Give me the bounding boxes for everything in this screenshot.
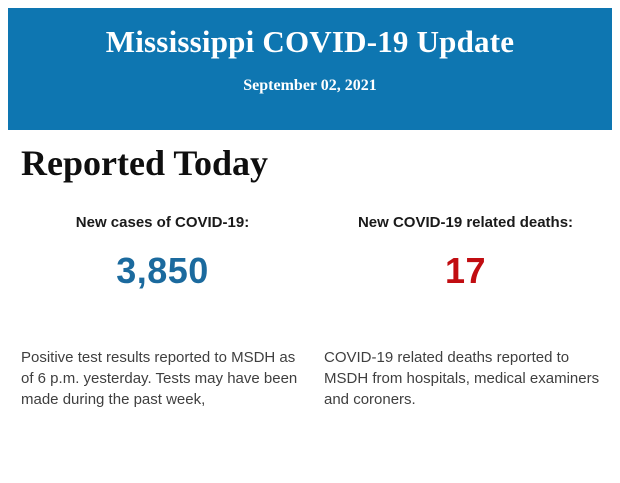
newsletter-page: Mississippi COVID-19 Update September 02… bbox=[0, 8, 620, 483]
new-cases-description: Positive test results reported to MSDH a… bbox=[21, 349, 298, 408]
new-cases-column: New cases of COVID-19: 3,850 Positive te… bbox=[21, 215, 304, 410]
section-title-reported-today: Reported Today bbox=[21, 143, 269, 183]
deaths-description: COVID-19 related deaths reported to MSDH… bbox=[324, 349, 600, 408]
deaths-column: New COVID-19 related deaths: 17 COVID-19… bbox=[324, 215, 607, 410]
deaths-label: New COVID-19 related deaths: bbox=[357, 214, 574, 231]
new-cases-value: 3,850 bbox=[116, 250, 209, 291]
publication-date: September 02, 2021 bbox=[243, 77, 377, 94]
deaths-value: 17 bbox=[444, 250, 487, 291]
page-title: Mississippi COVID-19 Update bbox=[105, 24, 515, 59]
stats-row: New cases of COVID-19: 3,850 Positive te… bbox=[21, 215, 607, 410]
newsletter-header: Mississippi COVID-19 Update September 02… bbox=[8, 8, 612, 130]
new-cases-label: New cases of COVID-19: bbox=[75, 214, 250, 231]
